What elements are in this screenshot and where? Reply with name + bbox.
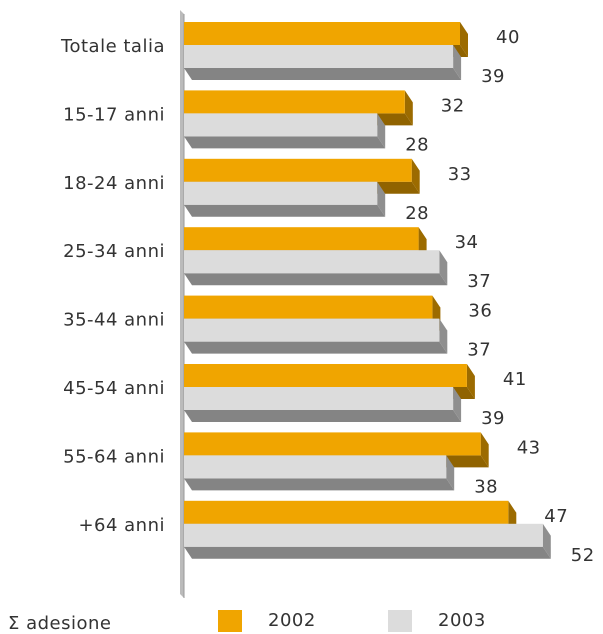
bar-bottom-face xyxy=(184,204,386,217)
value-label: 28 xyxy=(405,203,429,224)
bar xyxy=(184,387,454,410)
bar-side-face xyxy=(542,523,551,559)
value-label: 37 xyxy=(467,340,491,361)
value-label: 43 xyxy=(517,437,541,458)
bar-bottom-face xyxy=(184,410,462,422)
category-label: 55-64 anni xyxy=(63,446,165,467)
value-label: 33 xyxy=(448,164,472,185)
bar xyxy=(184,364,467,387)
category-label: 35-44 anni xyxy=(63,310,165,331)
legend-swatch xyxy=(388,610,412,632)
axis-depth xyxy=(180,10,184,598)
value-label: 36 xyxy=(468,301,492,322)
value-label: 37 xyxy=(467,271,491,292)
bar-bottom-face xyxy=(184,478,455,491)
category-label: 45-54 anni xyxy=(63,378,165,399)
bar-side-face xyxy=(377,181,386,217)
bar-side-face xyxy=(439,318,448,354)
category-label: Totale talia xyxy=(60,36,165,57)
legend-swatch xyxy=(218,610,242,632)
bar xyxy=(184,90,405,114)
bar xyxy=(184,295,433,319)
bar-side-face xyxy=(404,90,413,126)
bar-side-face xyxy=(453,45,462,80)
bar xyxy=(184,318,440,342)
bar xyxy=(184,22,460,45)
legend-title: Σ adesione xyxy=(8,613,112,634)
bar xyxy=(184,45,454,68)
value-label: 34 xyxy=(455,232,479,253)
bar xyxy=(184,432,481,456)
bar xyxy=(184,500,509,524)
value-label: 28 xyxy=(405,134,429,155)
value-label: 39 xyxy=(481,66,505,87)
value-label: 38 xyxy=(474,476,498,497)
bar-bottom-face xyxy=(184,341,448,354)
bar xyxy=(184,455,447,479)
bar-bottom-face xyxy=(184,273,448,286)
legend-label: 2003 xyxy=(438,610,486,631)
bar-side-face xyxy=(439,250,448,286)
bar xyxy=(184,250,440,274)
bar-bottom-face xyxy=(184,546,551,559)
value-label: 41 xyxy=(503,369,527,390)
bar xyxy=(184,181,378,205)
bar xyxy=(184,523,543,547)
category-label: +64 anni xyxy=(78,515,165,536)
bar xyxy=(184,227,419,251)
legend-label: 2002 xyxy=(268,610,316,631)
bar xyxy=(184,113,378,137)
bar-side-face xyxy=(453,387,462,422)
category-label: 25-34 anni xyxy=(63,241,165,262)
bar-side-face xyxy=(466,364,475,399)
value-label: 39 xyxy=(481,408,505,429)
bar-bottom-face xyxy=(184,68,462,80)
bar-side-face xyxy=(460,22,468,57)
bar-side-face xyxy=(377,113,386,149)
bar-side-face xyxy=(411,158,420,194)
bar xyxy=(184,158,412,182)
category-label: 15-17 anni xyxy=(63,104,165,125)
value-label: 32 xyxy=(441,95,465,116)
value-label: 47 xyxy=(544,506,568,527)
bar-side-face xyxy=(480,432,489,468)
bar-bottom-face xyxy=(184,136,386,149)
value-label: 52 xyxy=(571,545,595,566)
value-label: 40 xyxy=(496,27,520,48)
category-label: 18-24 anni xyxy=(63,173,165,194)
bar-side-face xyxy=(446,455,455,491)
